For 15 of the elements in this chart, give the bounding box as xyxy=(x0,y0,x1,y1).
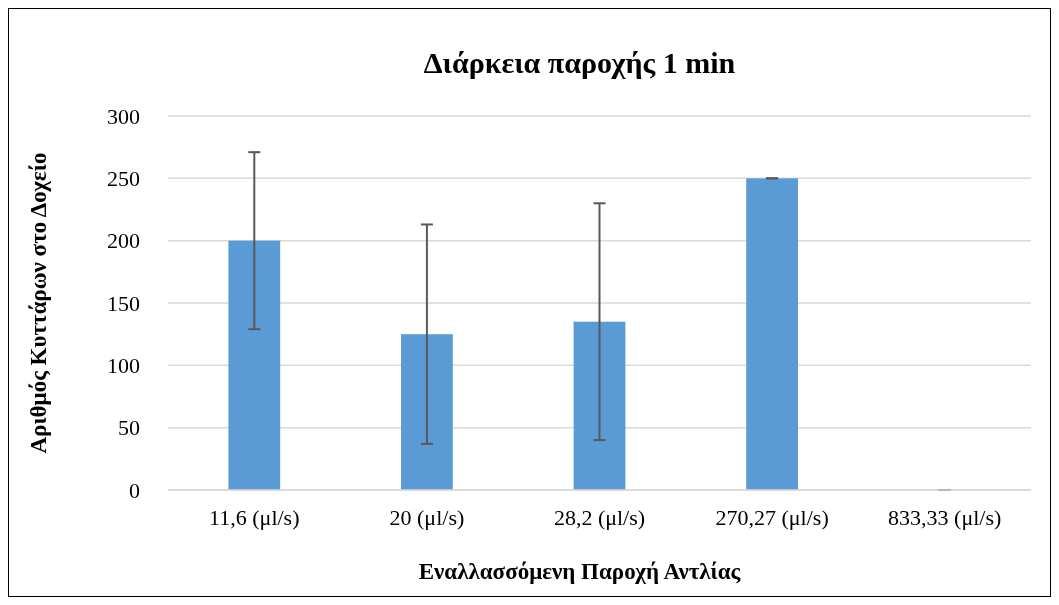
x-tick-label: 28,2 (μl/s) xyxy=(553,505,646,530)
y-tick-label: 0 xyxy=(129,477,140,503)
y-tick-label: 100 xyxy=(107,353,140,379)
x-tick-label: 11,6 (μl/s) xyxy=(209,505,300,530)
x-tick-label: 270,27 (μl/s) xyxy=(715,505,829,530)
y-tick-label: 150 xyxy=(107,290,140,316)
chart-title: Διάρκεια παροχής 1 min xyxy=(423,46,736,79)
x-tick-label: 833,33 (μl/s) xyxy=(888,505,1002,530)
x-tick-label: 20 (μl/s) xyxy=(389,505,465,530)
y-tick-label: 300 xyxy=(107,103,140,129)
y-tick-label: 250 xyxy=(107,166,140,192)
y-tick-label: 200 xyxy=(107,228,140,254)
y-tick-label: 50 xyxy=(118,415,140,441)
x-axis-title: Εναλλασσόμενη Παροχή Αντλίας xyxy=(418,559,741,584)
y-axis-title: Αριθμός Κυττάρων στο Δοχείο xyxy=(26,152,51,454)
